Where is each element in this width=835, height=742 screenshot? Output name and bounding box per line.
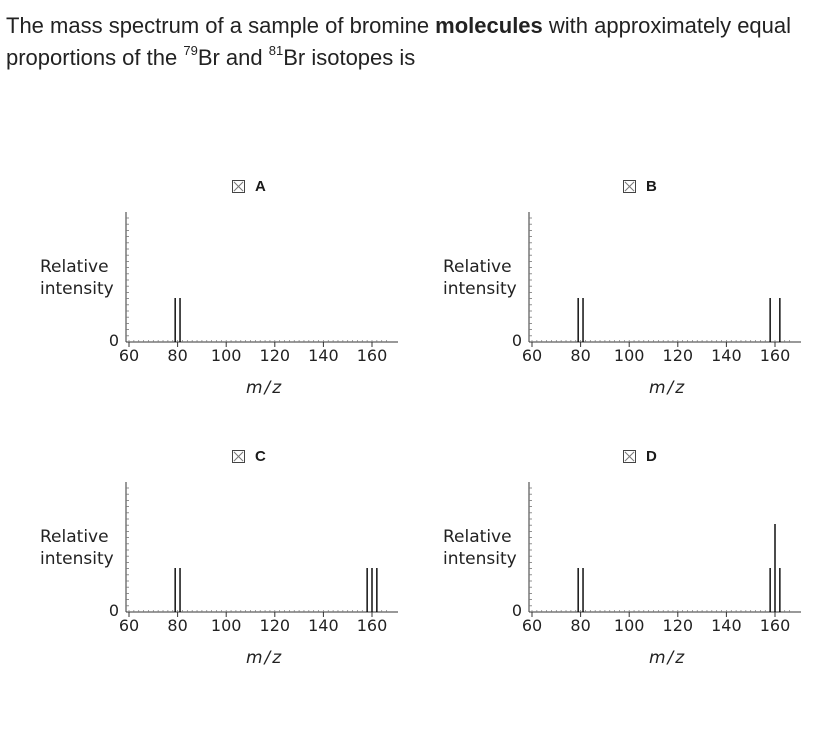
option-c-panel: C Relative intensity m/z 60 80 100 120 140 16… <box>30 442 430 682</box>
x-tick-label: 140 <box>711 346 742 365</box>
x-axis-label: m/z <box>649 378 687 398</box>
x-tick-label: 80 <box>167 346 187 365</box>
option-a-panel: A Relative intensity m/z 60 80 100 120 140 16… <box>30 172 430 412</box>
x-tick-label: 80 <box>167 616 187 635</box>
option-c[interactable]: C <box>232 448 266 465</box>
x-tick-label: 120 <box>260 346 291 365</box>
option-b[interactable]: B <box>623 178 657 195</box>
y-axis-label: Relative intensity <box>40 527 114 569</box>
x-tick-label: 120 <box>260 616 291 635</box>
y-zero-label: 0 <box>109 331 119 350</box>
x-tick-label: 100 <box>211 616 242 635</box>
x-tick-label: 100 <box>614 346 645 365</box>
x-tick-label: 160 <box>357 616 388 635</box>
y-zero-label: 0 <box>512 331 522 350</box>
option-d-label: D <box>646 448 657 465</box>
x-tick-label: 60 <box>522 616 542 635</box>
x-tick-label: 140 <box>308 346 339 365</box>
option-d-panel: D Relative intensity m/z 60 80 100 120 140 16… <box>433 442 833 682</box>
x-axis-label: m/z <box>246 648 284 668</box>
question-bold-word: molecules <box>435 13 543 38</box>
option-a[interactable]: A <box>232 178 266 195</box>
x-tick-label: 140 <box>711 616 742 635</box>
option-a-label: A <box>255 178 266 195</box>
x-tick-label: 100 <box>614 616 645 635</box>
option-b-label: B <box>646 178 657 195</box>
x-tick-label: 120 <box>663 346 694 365</box>
isotope-81-mass: 81 <box>268 42 284 58</box>
y-axis-label: Relative intensity <box>443 527 517 569</box>
x-axis-label: m/z <box>649 648 687 668</box>
option-d-checkbox-icon[interactable] <box>623 450 636 463</box>
x-tick-label: 80 <box>570 346 590 365</box>
isotope-79-mass: 79 <box>183 42 198 58</box>
x-tick-label: 80 <box>570 616 590 635</box>
question-text: The mass spectrum of a sample of bromine… <box>6 13 792 70</box>
y-zero-label: 0 <box>512 601 522 620</box>
x-tick-label: 160 <box>760 616 791 635</box>
option-c-checkbox-icon[interactable] <box>232 450 245 463</box>
option-c-label: C <box>255 448 266 465</box>
chart-a: 60 80 100 120 140 160 0 <box>109 212 398 365</box>
chart-c: 60 80 100 120 140 160 0 <box>109 482 398 635</box>
x-tick-label: 160 <box>357 346 388 365</box>
x-axis-label: m/z <box>246 378 284 398</box>
x-tick-label: 60 <box>522 346 542 365</box>
option-a-checkbox-icon[interactable] <box>232 180 245 193</box>
y-axis-label: Relative intensity <box>443 257 517 299</box>
option-b-checkbox-icon[interactable] <box>623 180 636 193</box>
x-tick-label: 60 <box>119 346 139 365</box>
x-tick-label: 140 <box>308 616 339 635</box>
x-tick-label: 120 <box>663 616 694 635</box>
y-zero-label: 0 <box>109 601 119 620</box>
chart-d: 60 80 100 120 140 160 0 <box>512 482 801 635</box>
x-tick-label: 100 <box>211 346 242 365</box>
option-b-panel: B Relative intensity m/z 60 80 100 120 140 16… <box>433 172 833 412</box>
x-tick-label: 160 <box>760 346 791 365</box>
x-tick-label: 60 <box>119 616 139 635</box>
y-axis-label: Relative intensity <box>40 257 114 299</box>
option-d[interactable]: D <box>623 448 657 465</box>
chart-b: 60 80 100 120 140 160 0 <box>512 212 801 365</box>
